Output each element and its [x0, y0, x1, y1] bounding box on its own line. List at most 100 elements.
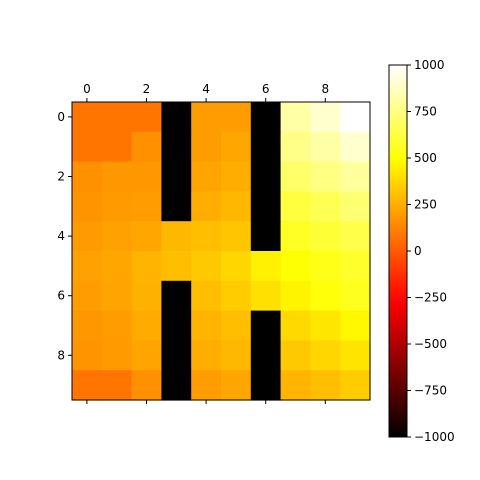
heatmap-cell: [221, 251, 252, 282]
heatmap-cell: [250, 221, 282, 252]
y-axis-ticks: 0 2 4 6 8: [57, 110, 72, 362]
heatmap-cell: [161, 370, 192, 401]
heatmap-cell: [221, 221, 252, 252]
x-tick-label: 8: [321, 82, 329, 96]
heatmap-cell: [72, 102, 103, 133]
x-tick-label: 6: [262, 82, 270, 96]
heatmap-cell: [72, 310, 103, 341]
heatmap-cell: [191, 310, 222, 341]
heatmap-cell: [250, 310, 282, 341]
colorbar-tick-label: 0: [414, 244, 422, 258]
colorbar-tick-label: −250: [414, 291, 447, 305]
heatmap-cell: [72, 280, 103, 312]
heatmap-cell: [221, 280, 252, 312]
y-tick-label: 8: [57, 348, 65, 362]
heatmap-cell: [131, 370, 162, 401]
heatmap-cell: [340, 251, 371, 282]
heatmap-cell: [250, 191, 282, 222]
heatmap-cell: [340, 131, 371, 163]
heatmap-cell: [101, 340, 133, 371]
heatmap-cell: [101, 161, 133, 192]
heatmap-cell: [280, 191, 311, 222]
heatmap-cell: [191, 102, 222, 133]
x-tick-label: 0: [83, 82, 91, 96]
heatmap-cell: [340, 221, 371, 252]
heatmap-cell: [72, 161, 103, 192]
heatmap-cell: [191, 191, 222, 222]
y-tick-label: 2: [57, 170, 65, 184]
heatmap-cell: [101, 131, 133, 163]
heatmap-cell: [131, 161, 162, 192]
heatmap-cells: [72, 102, 371, 401]
heatmap-cell: [161, 131, 192, 163]
heatmap-cell: [310, 161, 341, 192]
heatmap-cell: [250, 340, 282, 371]
heatmap-cell: [221, 340, 252, 371]
heatmap-cell: [191, 221, 222, 252]
heatmap-cell: [131, 251, 162, 282]
heatmap-cell: [72, 221, 103, 252]
colorbar-tick-label: −500: [414, 337, 447, 351]
heatmap-cell: [131, 102, 162, 133]
heatmap-cell: [191, 161, 222, 192]
heatmap-cell: [221, 370, 252, 401]
x-tick-label: 2: [143, 82, 151, 96]
heatmap-cell: [340, 161, 371, 192]
heatmap-cell: [72, 340, 103, 371]
y-tick-label: 6: [57, 289, 65, 303]
heatmap-cell: [280, 131, 311, 163]
heatmap-cell: [161, 221, 192, 252]
heatmap-cell: [72, 191, 103, 222]
y-tick-label: 4: [57, 229, 65, 243]
heatmap-cell: [280, 280, 311, 312]
heatmap-cell: [72, 370, 103, 401]
heatmap-cell: [101, 102, 133, 133]
y-tick-label: 0: [57, 110, 65, 124]
x-axis-ticks: 0 2 4 6 8: [83, 82, 329, 404]
heatmap-cell: [310, 221, 341, 252]
heatmap-cell: [310, 102, 341, 133]
heatmap-cell: [280, 310, 311, 341]
heatmap-cell: [250, 370, 282, 401]
heatmap-cell: [101, 221, 133, 252]
heatmap-cell: [161, 191, 192, 222]
heatmap-cell: [250, 161, 282, 192]
colorbar-tick-label: 500: [414, 151, 437, 165]
heatmap-cell: [161, 102, 192, 133]
heatmap-cell: [191, 340, 222, 371]
x-tick-label: 4: [202, 82, 210, 96]
heatmap-cell: [340, 102, 371, 133]
heatmap-cell: [161, 340, 192, 371]
heatmap-cell: [280, 340, 311, 371]
heatmap-cell: [131, 131, 162, 163]
heatmap-cell: [191, 370, 222, 401]
heatmap-cell: [131, 340, 162, 371]
heatmap-cell: [101, 191, 133, 222]
heatmap-cell: [191, 131, 222, 163]
heatmap-cell: [250, 131, 282, 163]
heatmap-cell: [221, 102, 252, 133]
heatmap-cell: [280, 161, 311, 192]
heatmap-cell: [131, 310, 162, 341]
heatmap-cell: [310, 280, 341, 312]
heatmap-cell: [161, 310, 192, 341]
heatmap-cell: [250, 102, 282, 133]
heatmap-cell: [310, 310, 341, 341]
heatmap-cell: [221, 310, 252, 341]
heatmap-cell: [161, 251, 192, 282]
heatmap-cell: [191, 280, 222, 312]
heatmap-cell: [191, 251, 222, 282]
heatmap-cell: [131, 280, 162, 312]
heatmap-cell: [250, 251, 282, 282]
colorbar-tick-label: −750: [414, 384, 447, 398]
heatmap-cell: [280, 221, 311, 252]
heatmap-cell: [340, 280, 371, 312]
heatmap-cell: [161, 280, 192, 312]
heatmap-cell: [310, 370, 341, 401]
colorbar-tick-label: 750: [414, 105, 437, 119]
heatmap-frame: [71, 101, 371, 401]
heatmap-cell: [72, 131, 103, 163]
heatmap-cell: [310, 340, 341, 371]
heatmap-cell: [221, 131, 252, 163]
